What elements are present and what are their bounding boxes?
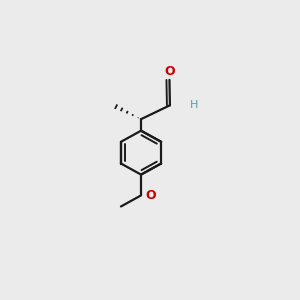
Text: H: H xyxy=(190,100,198,110)
Text: O: O xyxy=(145,189,156,202)
Text: O: O xyxy=(164,65,175,78)
